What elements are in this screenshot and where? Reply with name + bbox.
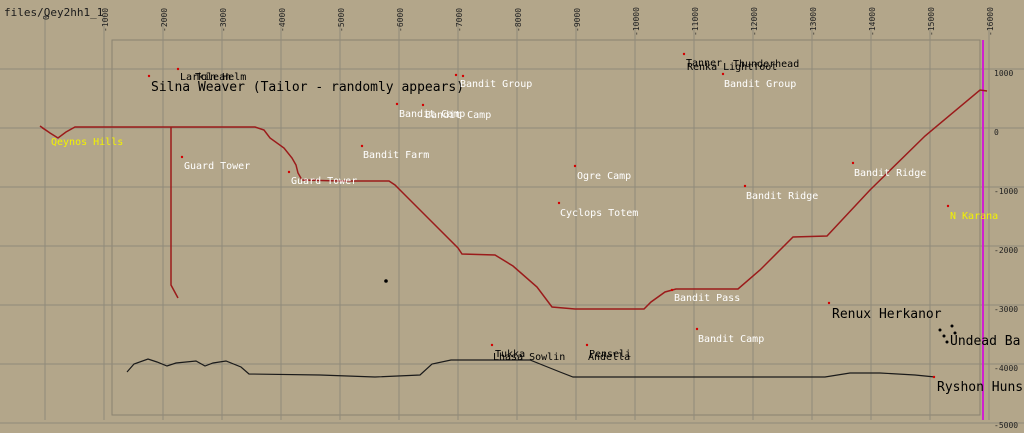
poi-label-bandit-ridge-1: Bandit Ridge (746, 191, 818, 202)
south-wall-line (126, 358, 936, 378)
zone-label-n-karana[interactable]: N Karana (950, 211, 998, 222)
npc-label-undead: Undead Ba (950, 334, 1020, 349)
poi-marker (946, 204, 950, 208)
poi-marker (421, 103, 425, 107)
poi-marker (932, 375, 936, 379)
poi-marker (573, 164, 577, 168)
grid-lines (0, 15, 1024, 424)
black-marker (945, 340, 949, 344)
x-tick-label: -9000 (573, 8, 582, 32)
x-tick-label: -2000 (160, 8, 169, 32)
x-tick-label: -13000 (809, 7, 818, 36)
x-tick-label: -7000 (455, 8, 464, 32)
y-tick-label: -5000 (994, 421, 1018, 429)
poi-markers (147, 52, 950, 379)
file-title: files/Qey2hh1_1 (4, 6, 104, 19)
npc-label-tukka: Tukka (495, 349, 525, 360)
x-tick-label: -6000 (396, 8, 405, 32)
poi-label-bandit-farm: Bandit Farm (363, 150, 429, 161)
y-tick-label: -4000 (994, 364, 1018, 373)
x-tick-label: -15000 (927, 7, 936, 36)
x-tick-label: -16000 (986, 7, 995, 36)
npc-label-penseli: Penseli (589, 349, 631, 360)
y-tick-label: -2000 (994, 246, 1018, 255)
x-tick-label: -12000 (750, 7, 759, 36)
black-marker (953, 331, 957, 335)
poi-marker (360, 144, 364, 148)
poi-marker (721, 72, 725, 76)
map-border (111, 39, 981, 416)
poi-label-cyclops-totem: Cyclops Totem (560, 208, 638, 219)
npc-label-silna: Silna Weaver (Tailor - randomly appears) (151, 80, 464, 95)
poi-label-guard-tower-1: Guard Tower (184, 161, 250, 172)
npc-label-thunderhead: Thunderhead (733, 59, 799, 70)
npc-label-ryshon: Ryshon Huns (937, 380, 1023, 395)
poi-marker (851, 161, 855, 165)
npc-label-andella: Andella (588, 352, 630, 363)
x-tick-label: -1000 (101, 8, 110, 32)
y-axis-labels: 1000 0 -1000 -2000 -3000 -4000 -5000 (994, 69, 1018, 430)
poi-label-bandit-camp-1: Bandit Camp (399, 109, 465, 120)
poi-marker (287, 170, 291, 174)
poi-marker (180, 155, 184, 159)
x-tick-label: -3000 (219, 8, 228, 32)
npc-label-renka-lightfoot: Renka Lightfoot (687, 62, 777, 73)
y-tick-label: 1000 (994, 69, 1013, 78)
road-branch-path (41, 127, 51, 134)
y-tick-label: -3000 (994, 305, 1018, 314)
main-road-path (39, 89, 988, 310)
poi-label-bandit-ridge-2: Bandit Ridge (854, 168, 926, 179)
npc-label-renux: Renux Herkanor (832, 307, 942, 322)
poi-marker (682, 52, 686, 56)
black-markers (384, 279, 957, 344)
x-axis-labels: 0 -1000 -2000 -3000 -4000 -5000 -6000 -7… (42, 7, 995, 36)
poi-marker (490, 343, 494, 347)
black-marker (950, 324, 954, 328)
poi-marker (695, 327, 699, 331)
poi-label-bandit-group-2: Bandit Group (724, 79, 796, 90)
npc-label-lhasa-sowlin: Lhasa Sowlin (493, 352, 565, 363)
poi-marker (176, 67, 180, 71)
y-tick-label: 0 (994, 128, 999, 137)
poi-marker (743, 184, 747, 188)
npc-label-tanner: Tanner (686, 58, 722, 69)
black-marker (938, 328, 942, 332)
zone-label-qeynos-hills[interactable]: Qeynos Hills (51, 137, 123, 148)
poi-label-bandit-pass: Bandit Pass (674, 293, 740, 304)
y-tick-label: -1000 (994, 187, 1018, 196)
poi-label-guard-tower-2: Guard Tower (291, 176, 357, 187)
x-tick-label: -14000 (868, 7, 877, 36)
x-tick-label: -10000 (632, 7, 641, 36)
poi-label-ogre-camp: Ogre Camp (577, 171, 631, 182)
x-tick-label: 0 (42, 15, 51, 20)
poi-marker (147, 74, 151, 78)
x-tick-label: -11000 (691, 7, 700, 36)
poi-label-bandit-camp-3: Bandit Camp (698, 334, 764, 345)
x-tick-label: -5000 (337, 8, 346, 32)
x-tick-label: -8000 (514, 8, 523, 32)
npc-label-tolean: Tolean (195, 72, 231, 83)
poi-marker (585, 343, 589, 347)
poi-marker (454, 73, 458, 77)
x-tick-label: -4000 (278, 8, 287, 32)
side-road-path (170, 127, 179, 299)
poi-marker (395, 102, 399, 106)
black-marker (384, 279, 388, 283)
npc-label-larkin: Larkin Helm (180, 72, 246, 83)
poi-label-bandit-group-1: Bandit Group (460, 79, 532, 90)
poi-label-bandit-camp-2: Bandit Camp (425, 110, 491, 121)
poi-marker (670, 288, 674, 292)
poi-marker (461, 74, 465, 78)
black-marker (942, 334, 946, 338)
poi-marker (827, 301, 831, 305)
poi-marker (557, 201, 561, 205)
